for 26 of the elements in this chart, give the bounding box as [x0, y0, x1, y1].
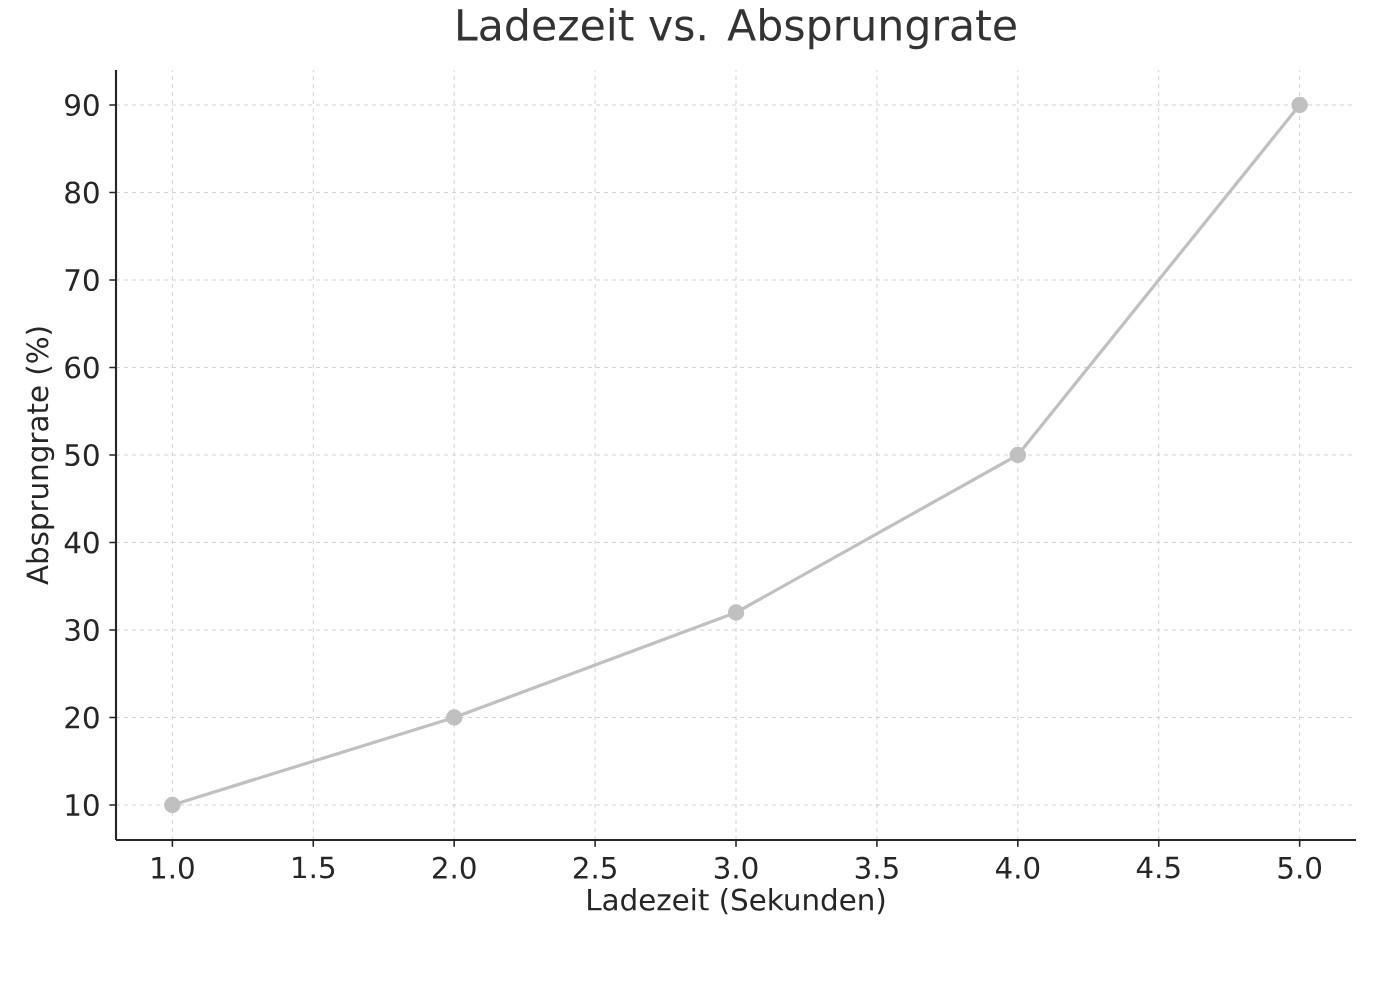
- y-tick-label: 30: [65, 618, 99, 642]
- x-axis-title: Ladezeit (Sekunden): [588, 888, 885, 915]
- x-tick-label: 3.0: [714, 856, 758, 879]
- point: [727, 604, 745, 621]
- x-tick-label: 1.5: [293, 856, 335, 879]
- y-tick-label: 40: [64, 531, 99, 554]
- x-tick-label: 3.5: [855, 856, 898, 879]
- point: [445, 709, 463, 726]
- point: [1291, 96, 1308, 114]
- x-tick-label: 5.0: [1278, 856, 1322, 879]
- x-tick-label: 4.5: [1136, 856, 1180, 879]
- x-tick-label: 4.0: [995, 856, 1040, 879]
- x-tick-label: 2.0: [433, 856, 476, 879]
- y-tick-label: 20: [65, 706, 99, 729]
- point: [1009, 446, 1027, 464]
- y-tick-label: 90: [65, 93, 99, 117]
- y-tick-label: 50: [65, 443, 99, 467]
- chart-title: Ladezeit vs. Absprungrate: [458, 7, 1016, 50]
- y-tick-label: 70: [65, 268, 99, 292]
- x-tick-label: 1.0: [152, 856, 194, 879]
- point: [164, 796, 181, 814]
- y-tick-label: 60: [65, 356, 99, 379]
- y-axis-title: Absprungrate (%): [25, 327, 55, 585]
- x-tick-label: 2.5: [573, 856, 616, 879]
- y-tick-label: 10: [66, 793, 99, 817]
- y-tick-label: 80: [65, 181, 99, 204]
